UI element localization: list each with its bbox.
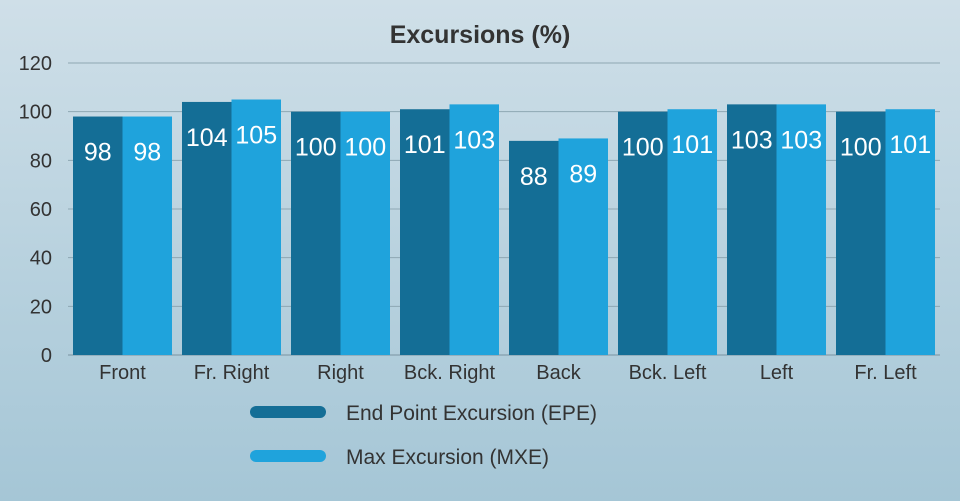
bars — [73, 99, 935, 356]
y-tick-label: 60 — [30, 199, 52, 221]
y-tick-label: 80 — [30, 150, 52, 172]
y-tick-label: 120 — [19, 53, 52, 75]
y-tick-label: 20 — [30, 296, 52, 318]
bar-epe — [509, 140, 559, 355]
data-label: 88 — [520, 163, 548, 191]
data-label: 103 — [780, 126, 822, 154]
bar-epe — [182, 101, 232, 355]
x-tick-label: Bck. Right — [404, 362, 496, 384]
bar-epe — [400, 109, 450, 355]
data-label: 98 — [84, 139, 112, 167]
chart-title: Excursions (%) — [390, 21, 571, 49]
y-axis-ticks: 0 20 40 60 80 100 120 — [19, 53, 52, 367]
bar-mxe — [122, 116, 172, 356]
bar-epe — [618, 111, 668, 356]
bar-epe — [73, 116, 123, 356]
x-tick-label: Right — [317, 362, 364, 384]
data-label: 103 — [453, 126, 495, 154]
y-tick-label: 0 — [41, 345, 52, 367]
data-label: 101 — [889, 131, 931, 159]
legend: End Point Excursion (EPE) Max Excursion (… — [250, 402, 597, 469]
data-label: 100 — [295, 134, 337, 162]
bar-mxe — [340, 111, 390, 356]
bar-epe — [291, 111, 341, 356]
x-tick-label: Fr. Right — [194, 362, 270, 384]
x-axis-ticks: Front Fr. Right Right Bck. Right Back Bck. Le… — [99, 362, 917, 384]
bar-mxe — [449, 104, 499, 355]
x-tick-label: Left — [760, 362, 794, 384]
data-label: 89 — [569, 160, 597, 188]
bar-mxe — [776, 104, 826, 355]
x-tick-label: Bck. Left — [629, 362, 707, 384]
data-label: 98 — [133, 139, 161, 167]
bar-mxe — [885, 109, 935, 355]
x-tick-label: Fr. Left — [854, 362, 917, 384]
x-tick-label: Back — [536, 362, 581, 384]
data-label: 100 — [840, 134, 882, 162]
legend-label: Max Excursion (MXE) — [346, 446, 549, 469]
data-label: 105 — [235, 122, 277, 150]
data-label: 100 — [622, 134, 664, 162]
x-tick-label: Front — [99, 362, 146, 384]
legend-swatch — [250, 450, 326, 462]
data-label: 101 — [671, 131, 713, 159]
data-label: 100 — [344, 134, 386, 162]
y-tick-label: 100 — [19, 102, 52, 124]
bar-epe — [836, 111, 886, 356]
data-label: 104 — [186, 124, 228, 152]
legend-label: End Point Excursion (EPE) — [346, 402, 597, 425]
bar-mxe — [558, 138, 608, 355]
legend-swatch — [250, 406, 326, 418]
bar-mxe — [231, 99, 281, 355]
bar-mxe — [667, 109, 717, 355]
data-label: 103 — [731, 126, 773, 154]
data-label: 101 — [404, 131, 446, 159]
bar-epe — [727, 104, 777, 355]
y-tick-label: 40 — [30, 248, 52, 270]
